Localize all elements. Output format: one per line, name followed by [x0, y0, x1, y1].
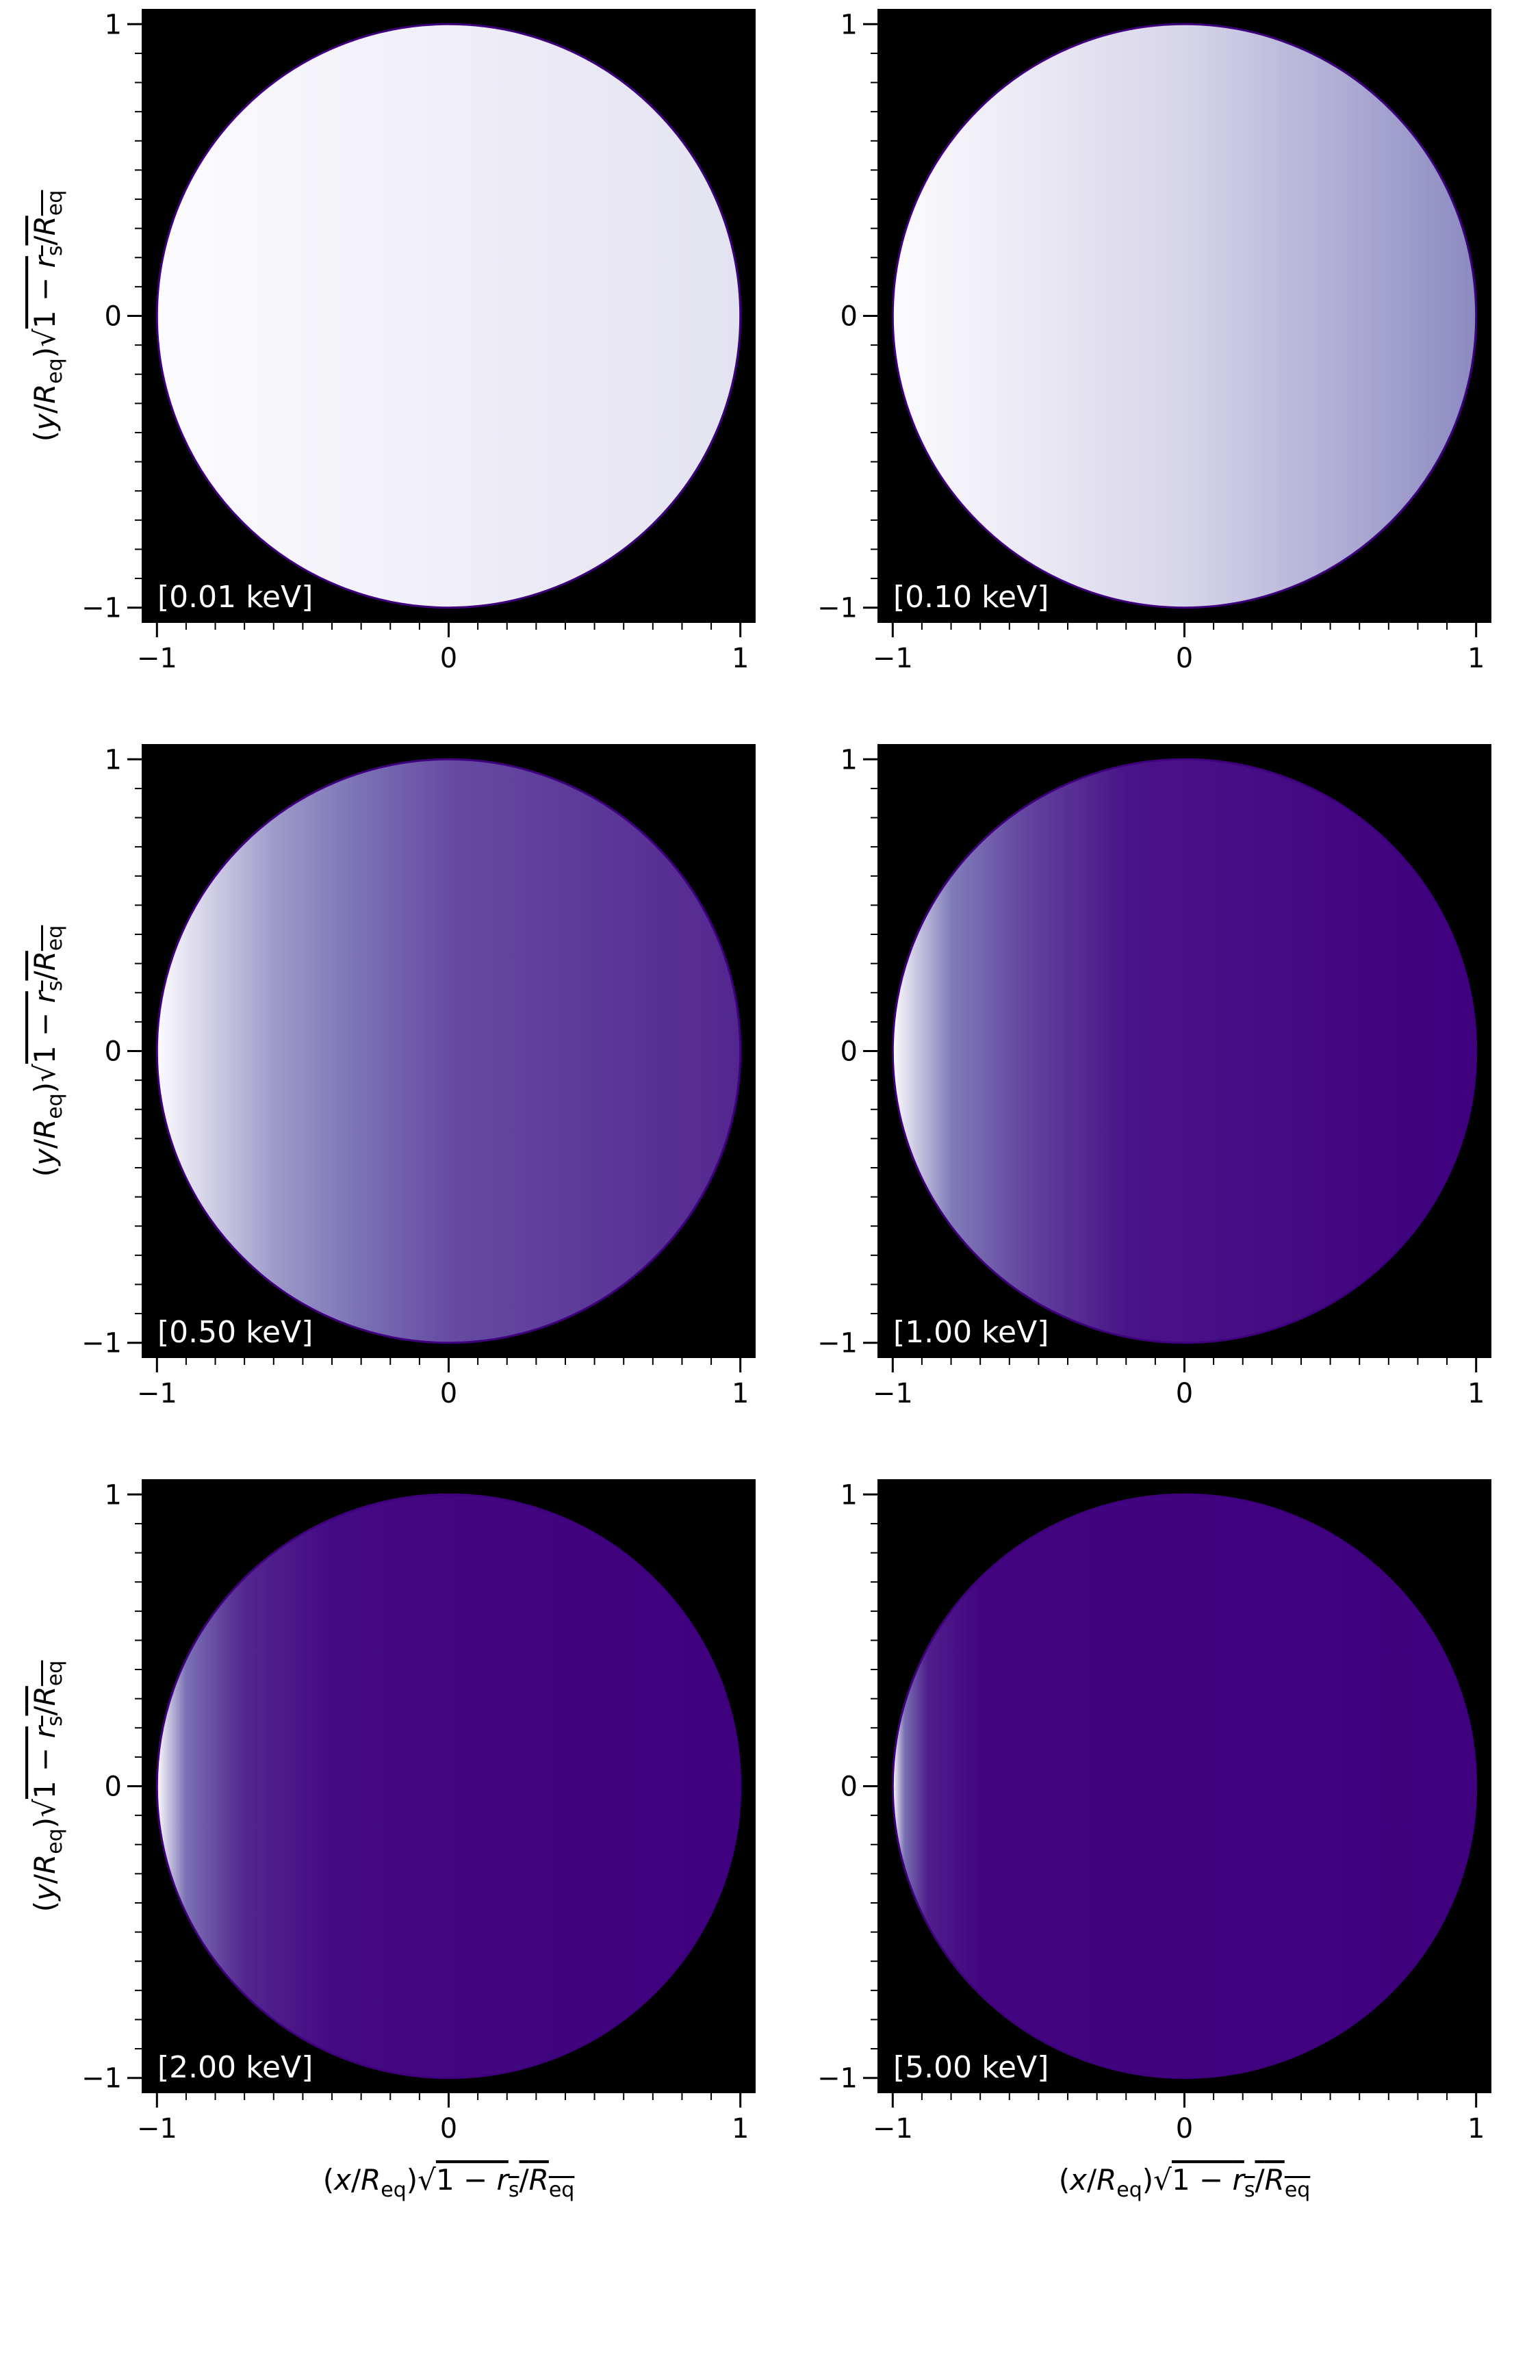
star-disk: [891, 23, 1478, 609]
energy-label: [2.00 keV]: [157, 2050, 313, 2085]
y-tick-label: 0: [105, 301, 122, 333]
x-tick-label: 0: [1176, 643, 1193, 674]
y-axis-label: (y/Req)√1 − rs/Req: [28, 925, 67, 1177]
star-disk: [155, 758, 742, 1344]
x-tick-label: 0: [1176, 1378, 1193, 1409]
panel-5: −1 0 1 −1 0 1 [2.00 keV] (y/Req)√1 − rs/Req (x/R…: [28, 1479, 756, 2202]
y-tick-label: 1: [105, 9, 122, 40]
svg-text:(y/Req)√1 − rs/Req: (y/Req)√1 − rs/Req: [28, 190, 67, 442]
star-disk: [155, 1493, 742, 2080]
x-tick-label: 1: [732, 1378, 749, 1409]
energy-label: [0.10 keV]: [893, 580, 1049, 615]
x-tick-label: 0: [440, 2113, 457, 2145]
y-tick-label: −1: [81, 593, 122, 624]
y-tick-label: −1: [817, 2063, 858, 2095]
svg-text:(x/Req)√1 − rs/Req: (x/Req)√1 − rs/Req: [323, 2163, 575, 2202]
x-axis-label: (x/Req)√1 − rs/Req: [1059, 2163, 1311, 2202]
y-tick-label: 0: [105, 1036, 122, 1068]
x-tick-label: −1: [873, 643, 913, 674]
x-tick-label: 0: [1176, 2113, 1193, 2145]
y-tick-label: 1: [840, 744, 858, 776]
y-tick-label: 1: [105, 1479, 122, 1511]
svg-text:(y/Req)√1 − rs/Req: (y/Req)√1 − rs/Req: [28, 1661, 67, 1912]
star-disk: [891, 1493, 1478, 2080]
x-tick-label: 0: [440, 1378, 457, 1409]
y-tick-label: −1: [81, 1328, 122, 1359]
x-axis-label: (x/Req)√1 − rs/Req: [323, 2163, 575, 2202]
x-tick-label: 1: [732, 643, 749, 674]
x-tick-label: −1: [137, 643, 177, 674]
x-tick-label: 1: [1467, 2113, 1485, 2145]
y-tick-label: −1: [81, 2063, 122, 2095]
x-tick-label: −1: [137, 2113, 177, 2145]
star-disk: [891, 758, 1478, 1344]
panel-3: −1 0 1 −1 0 1 [0.50 keV] (y/Req)√1 − rs/Req: [28, 744, 756, 1409]
y-tick-label: 0: [840, 1036, 858, 1068]
x-tick-label: 1: [1467, 1378, 1485, 1409]
energy-label: [0.01 keV]: [157, 580, 313, 615]
energy-label: [0.50 keV]: [157, 1315, 313, 1350]
y-tick-label: 0: [840, 301, 858, 333]
x-tick-label: 1: [1467, 643, 1485, 674]
panel-6: −1 0 1 −1 0 1 [5.00 keV] (x/Req)√1 − rs/Req: [817, 1479, 1491, 2202]
y-tick-label: −1: [817, 593, 858, 624]
y-tick-label: 0: [840, 1771, 858, 1803]
y-tick-label: −1: [817, 1328, 858, 1359]
y-tick-label: 0: [105, 1771, 122, 1803]
energy-label: [5.00 keV]: [893, 2050, 1049, 2085]
y-tick-label: 1: [840, 1479, 858, 1511]
panel-2: −1 0 1 −1 0 1 [0.10 keV]: [817, 9, 1491, 674]
energy-label: [1.00 keV]: [893, 1315, 1049, 1350]
y-tick-label: 1: [840, 9, 858, 40]
panel-grid: −1 0 1 −1 0 1 [0.01 keV] (y/Req)√1 − rs/Req −1 0 1…: [28, 9, 1491, 2202]
x-tick-label: −1: [873, 1378, 913, 1409]
x-tick-label: 0: [440, 643, 457, 674]
y-tick-label: 1: [105, 744, 122, 776]
x-tick-label: 1: [732, 2113, 749, 2145]
y-axis-label: (y/Req)√1 − rs/Req: [28, 1661, 67, 1912]
panel-4: −1 0 1 −1 0 1 [1.00 keV]: [817, 744, 1491, 1409]
svg-text:(y/Req)√1 − rs/Req: (y/Req)√1 − rs/Req: [28, 925, 67, 1177]
x-tick-label: −1: [873, 2113, 913, 2145]
x-tick-label: −1: [137, 1378, 177, 1409]
star-disk: [155, 23, 742, 609]
svg-text:(x/Req)√1 − rs/Req: (x/Req)√1 − rs/Req: [1059, 2163, 1311, 2202]
panel-1: −1 0 1 −1 0 1 [0.01 keV] (y/Req)√1 − rs/Req: [28, 9, 756, 674]
y-axis-label: (y/Req)√1 − rs/Req: [28, 190, 67, 442]
